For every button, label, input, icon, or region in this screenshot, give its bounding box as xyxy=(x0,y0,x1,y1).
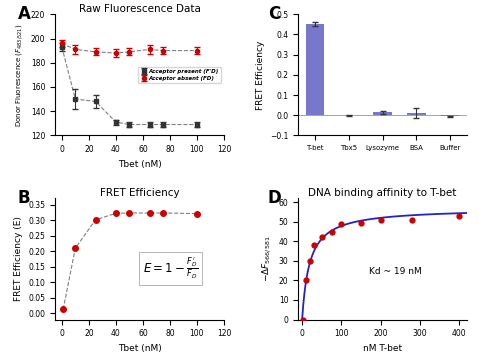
Legend: Acceptor present (F'D), Acceptor absent (FD): Acceptor present (F'D), Acceptor absent … xyxy=(138,67,221,83)
X-axis label: Tbet (nM): Tbet (nM) xyxy=(118,344,161,353)
Y-axis label: $-\Delta F_{566/581}$: $-\Delta F_{566/581}$ xyxy=(261,236,273,282)
Y-axis label: Donor Fluorescence ($F_{483/521}$): Donor Fluorescence ($F_{483/521}$) xyxy=(15,23,25,127)
Bar xyxy=(306,24,324,115)
Bar xyxy=(373,112,392,115)
Text: Kd ~ 19 nM: Kd ~ 19 nM xyxy=(369,267,422,276)
X-axis label: Tbet (nM): Tbet (nM) xyxy=(118,160,161,169)
X-axis label: nM T-bet: nM T-bet xyxy=(363,344,402,353)
Text: B: B xyxy=(18,189,31,207)
Text: D: D xyxy=(268,189,282,207)
Y-axis label: FRET Efficiency (E): FRET Efficiency (E) xyxy=(14,216,23,301)
Text: A: A xyxy=(18,5,31,22)
Bar xyxy=(407,113,426,115)
Title: Raw Fluorescence Data: Raw Fluorescence Data xyxy=(79,4,200,14)
Title: FRET Efficiency: FRET Efficiency xyxy=(100,188,179,198)
Y-axis label: FRET Efficiency: FRET Efficiency xyxy=(255,40,264,110)
Bar xyxy=(441,115,459,116)
Text: C: C xyxy=(268,5,280,22)
Text: $E = 1 - \frac{\mathbf{\it{F^{\prime}_D}}}{\mathbf{\it{F_D}}}$: $E = 1 - \frac{\mathbf{\it{F^{\prime}_D}… xyxy=(143,256,198,281)
Title: DNA binding affinity to T-bet: DNA binding affinity to T-bet xyxy=(308,188,457,198)
